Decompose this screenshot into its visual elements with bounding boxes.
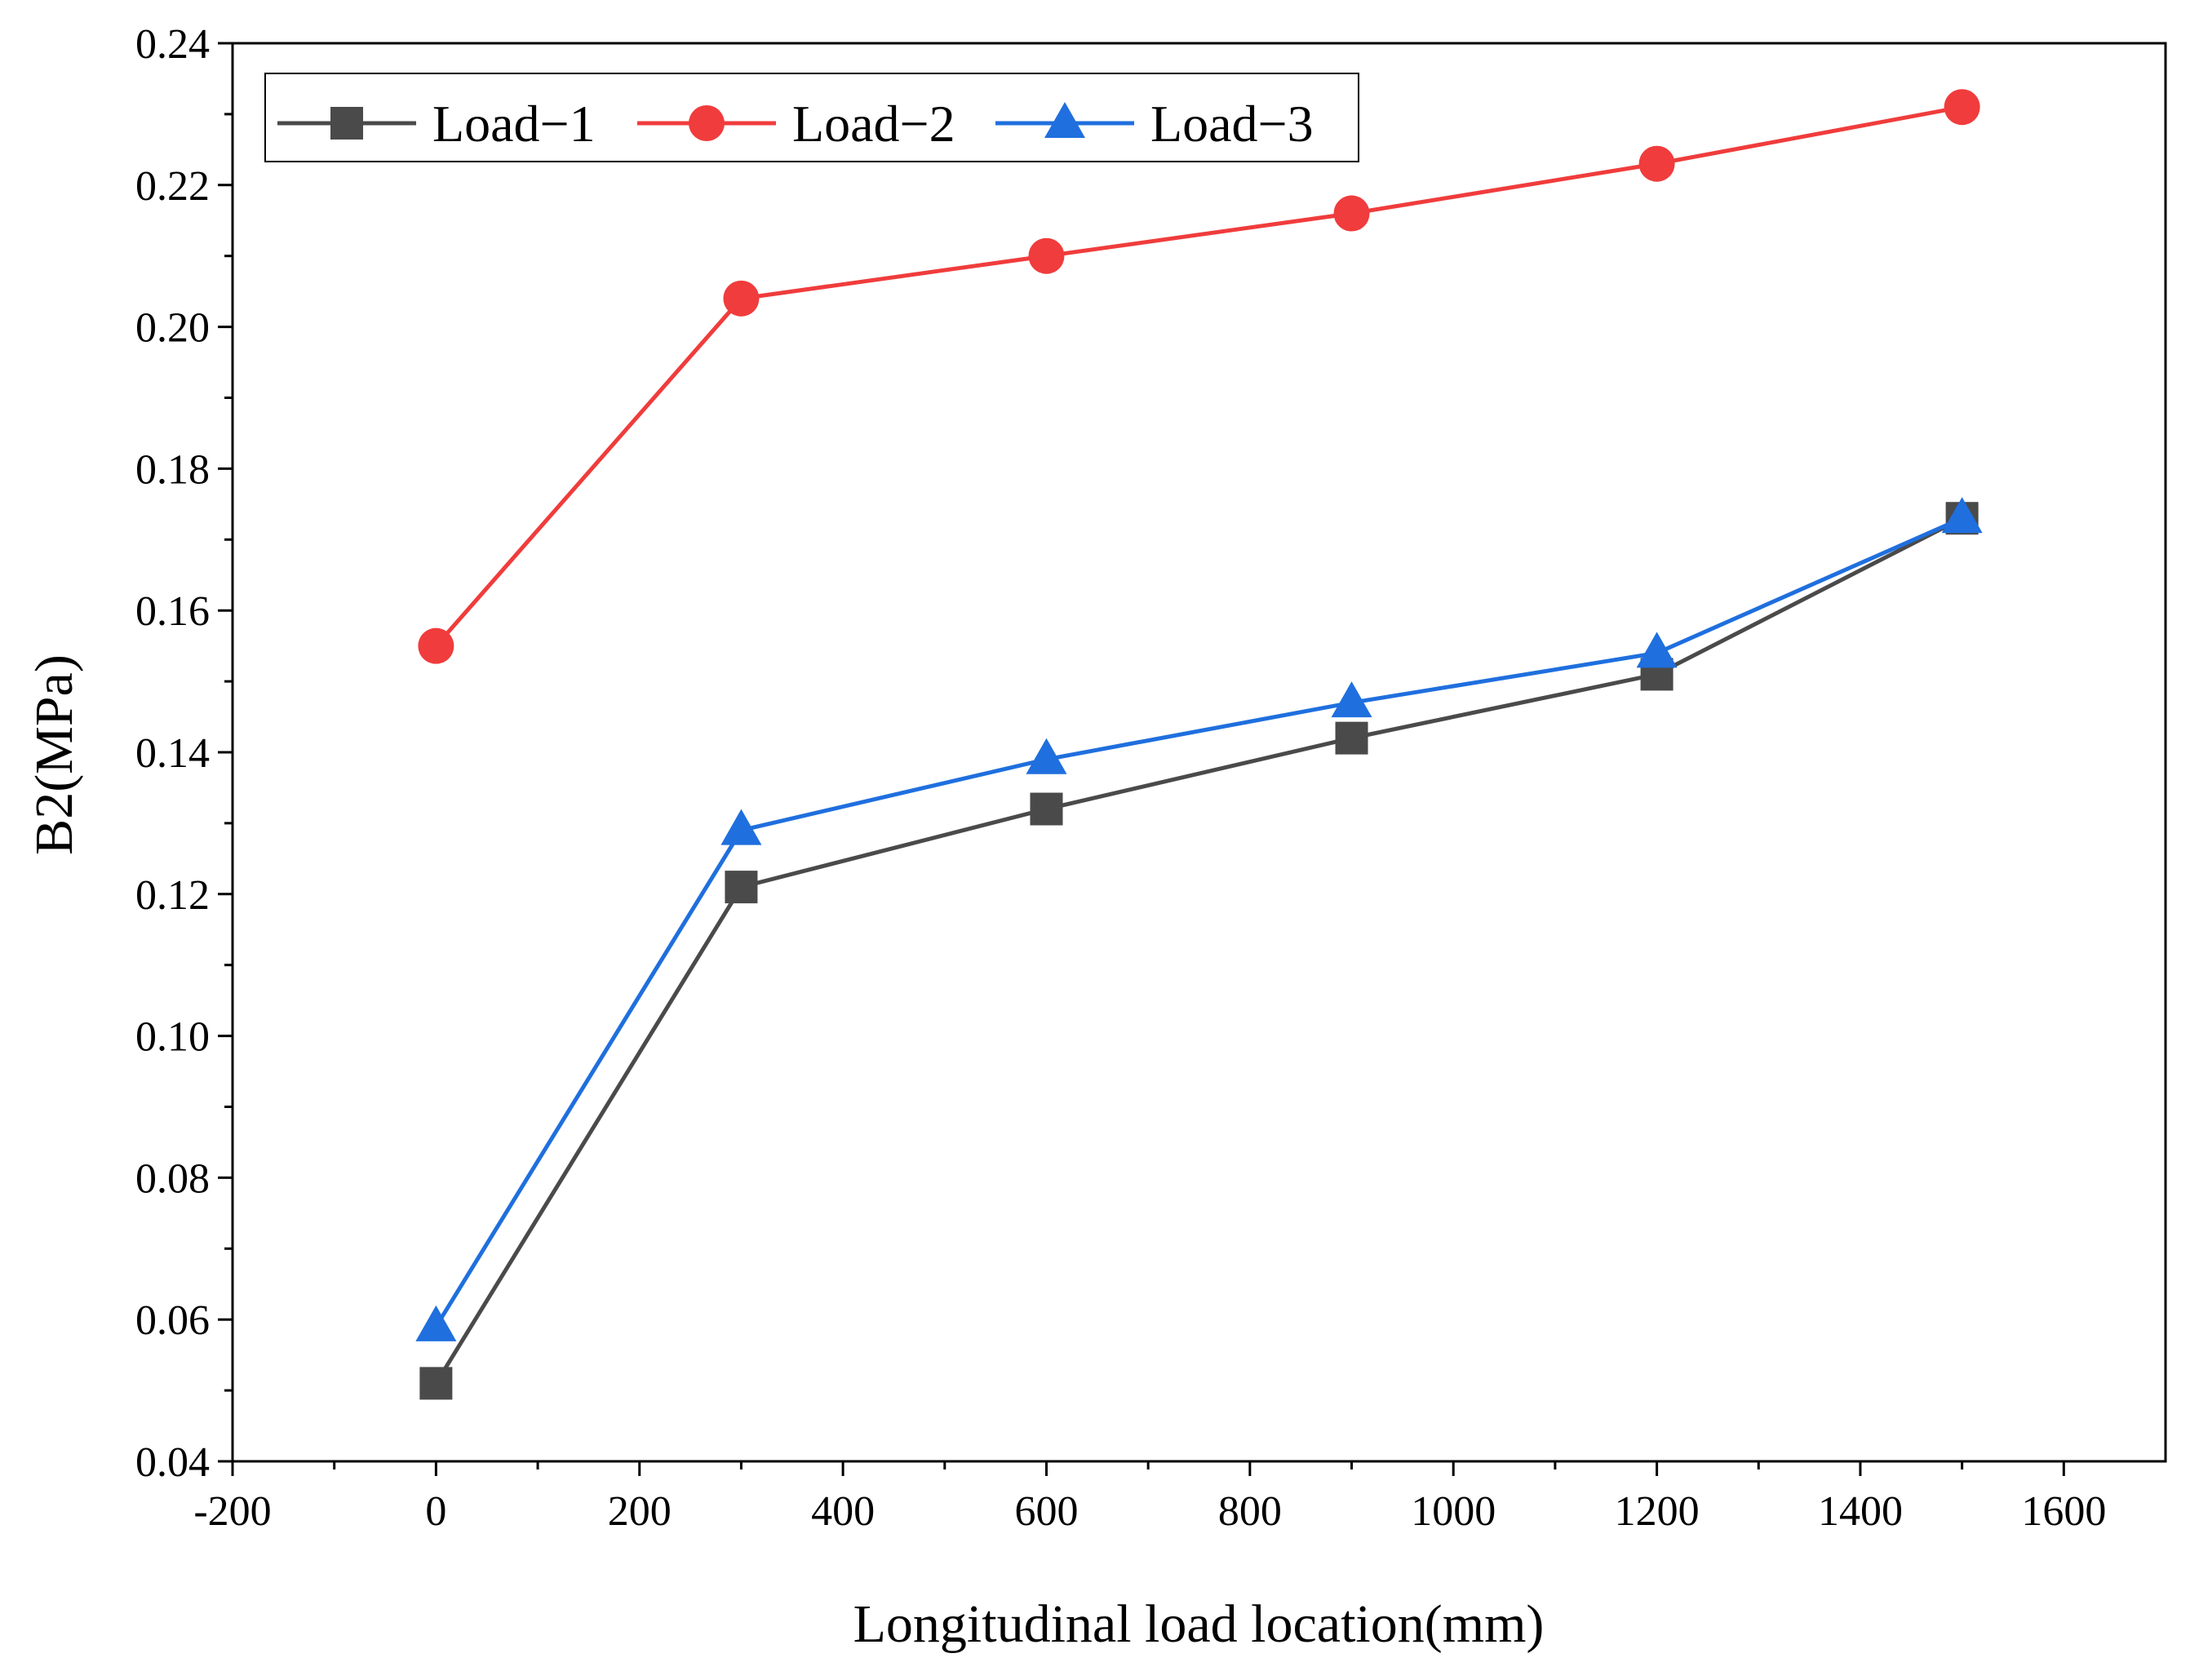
data-point-series-3	[1331, 681, 1372, 718]
y-tick-label: 0.20	[135, 305, 210, 352]
y-axis: 0.04 0.06 0.08 0.10 0.12 0.14 0.16 0.18 0.20 0.22…	[135, 21, 233, 1486]
y-tick-label: 0.16	[135, 588, 210, 635]
x-tick-label: 1400	[1818, 1488, 1903, 1535]
legend-label-2: Load−2	[792, 95, 955, 153]
x-axis-title: Longitudinal load location(mm)	[853, 1594, 1545, 1654]
data-point-series-3	[1636, 632, 1678, 668]
legend-marker-3	[1044, 102, 1085, 138]
x-tick-label: 600	[1014, 1488, 1078, 1535]
data-point-series-2	[1638, 145, 1675, 182]
x-tick-label: 800	[1218, 1488, 1282, 1535]
data-point-series-2	[1333, 195, 1370, 232]
x-tick-label: 1200	[1615, 1488, 1700, 1535]
y-tick-label: 0.24	[135, 21, 210, 68]
data-point-series-1	[1335, 721, 1368, 755]
plot-frame	[231, 42, 2167, 1463]
series-3	[415, 497, 1983, 1341]
data-point-series-3	[415, 1305, 457, 1341]
x-tick-label: 0	[425, 1488, 446, 1535]
data-point-series-2	[723, 280, 760, 317]
data-point-series-2	[418, 627, 454, 664]
y-tick-label: 0.10	[135, 1014, 210, 1061]
y-tick-label: 0.14	[135, 730, 210, 777]
x-tick-label: -200	[193, 1488, 271, 1535]
y-tick-label: 0.08	[135, 1155, 210, 1202]
series-1	[419, 502, 1979, 1400]
y-tick-label: 0.18	[135, 446, 210, 493]
series-line-3	[434, 516, 1963, 1328]
series-layer	[415, 89, 1983, 1400]
data-point-series-3	[720, 809, 762, 845]
y-tick-label: 0.12	[135, 872, 210, 919]
y-tick-label: 0.22	[135, 163, 210, 210]
x-tick-label: 1600	[2021, 1488, 2106, 1535]
data-point-series-3	[1026, 738, 1067, 774]
y-axis-title: B2(MPa)	[24, 654, 84, 855]
data-point-series-2	[1944, 89, 1980, 126]
data-point-series-1	[419, 1367, 453, 1400]
x-axis: -200 0 200 400 600 800 1000 1200 1400 1600	[193, 1461, 2106, 1535]
data-point-series-3	[1941, 497, 1983, 534]
y-tick-label: 0.06	[135, 1297, 210, 1344]
y-tick-label: 0.04	[135, 1439, 210, 1486]
data-point-series-1	[725, 871, 758, 904]
legend-label-3: Load−3	[1150, 95, 1314, 153]
x-tick-label: 200	[608, 1488, 672, 1535]
x-tick-label: 400	[811, 1488, 875, 1535]
data-point-series-1	[1030, 792, 1063, 826]
series-2	[418, 89, 1980, 664]
data-point-series-2	[1028, 237, 1065, 274]
x-tick-label: 1000	[1411, 1488, 1496, 1535]
legend-marker-1	[330, 107, 363, 140]
legend-label-1: Load−1	[432, 95, 596, 153]
legend: Load−1 Load−2 Load−3	[264, 73, 1359, 162]
series-line-1	[434, 516, 1963, 1385]
legend-box	[264, 73, 1359, 162]
series-line-2	[434, 104, 1963, 648]
legend-marker-2	[689, 105, 725, 141]
